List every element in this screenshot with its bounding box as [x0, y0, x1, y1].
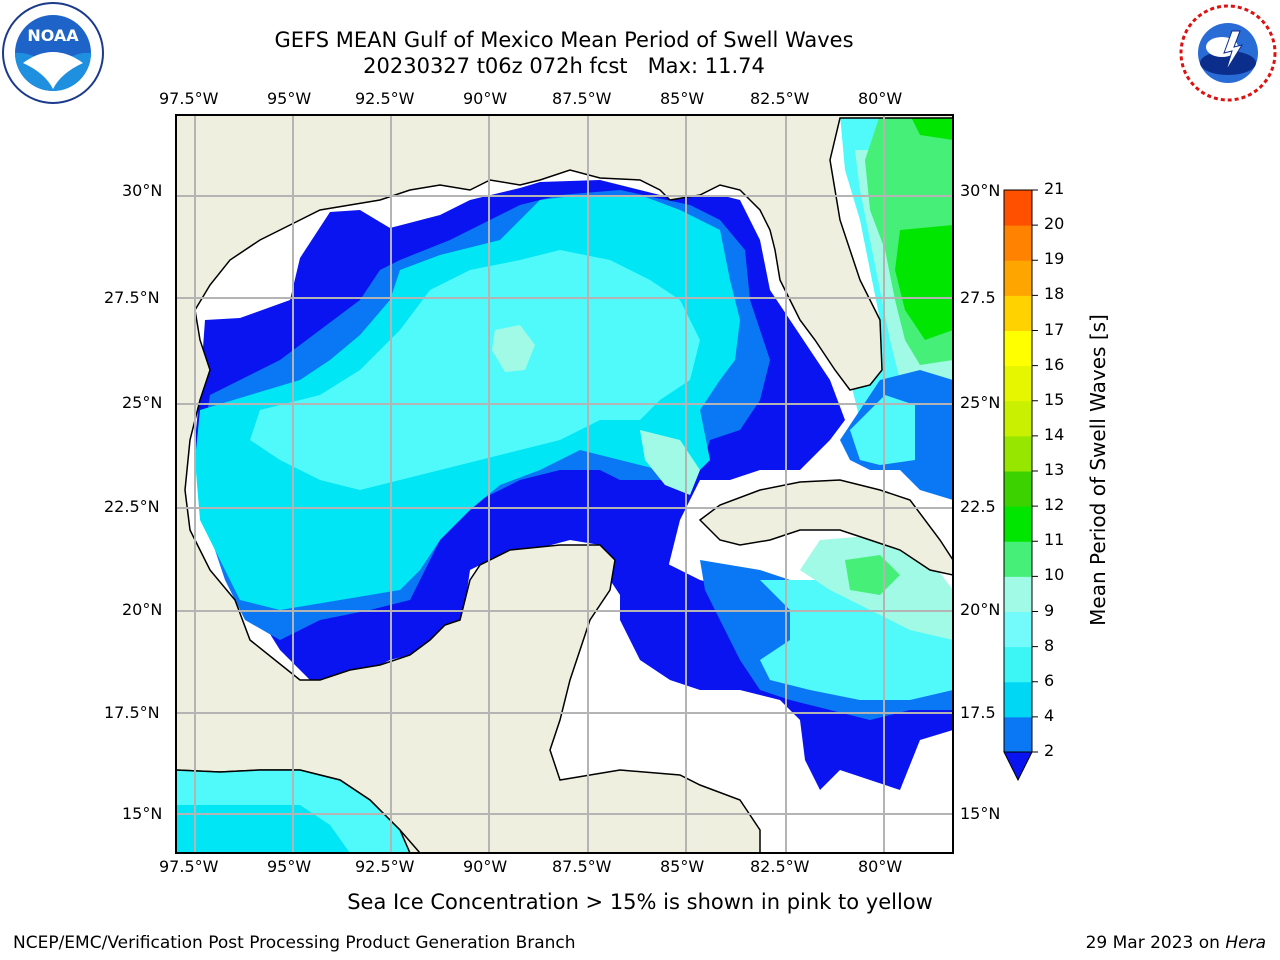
footer-date-text: 29 Mar 2023 on	[1085, 933, 1226, 953]
lon-label-top: 82.5°W	[750, 89, 810, 108]
map-frame	[175, 114, 954, 854]
lon-label-top: 80°W	[858, 89, 903, 108]
lat-label-left: 17.5°N	[104, 703, 160, 722]
lat-label-right: 27.5	[960, 288, 996, 307]
sea-ice-note: Sea Ice Concentration > 15% is shown in …	[347, 890, 933, 914]
lon-label-bottom: 82.5°W	[750, 857, 810, 876]
colorbar-tick-label: 15	[1044, 389, 1065, 409]
lon-label-top: 90°W	[463, 89, 508, 108]
lat-label-right: 15°N	[960, 804, 1001, 823]
colorbar-tick-label: 10	[1044, 565, 1065, 585]
noaa-logo: NOAA	[2, 2, 104, 104]
lon-label-bottom: 85°W	[660, 857, 705, 876]
lat-label-right: 25°N	[960, 393, 1001, 412]
colorbar-tick-label: 20	[1044, 214, 1065, 234]
colorbar-tick-label: 17	[1044, 319, 1065, 339]
lat-label-right: 20°N	[960, 600, 1001, 619]
lon-label-top: 85°W	[660, 89, 705, 108]
colorbar-tick-label: 12	[1044, 495, 1065, 515]
footer-date: 29 Mar 2023 on Hera	[1086, 933, 1266, 953]
lat-label-right: 17.5	[960, 703, 996, 722]
lat-label-left: 25°N	[122, 393, 163, 412]
colorbar-tick-label: 4	[1044, 705, 1055, 725]
atlantic-swell-region	[910, 115, 953, 140]
lon-label-bottom: 87.5°W	[552, 857, 612, 876]
bahamas-swell-region	[850, 395, 915, 465]
colorbar-tick-label: 14	[1044, 424, 1065, 444]
pacific-ocean-corner	[176, 805, 350, 853]
map-title-line-2: 20230327 t06z 072h fcst Max: 11.74	[363, 54, 765, 78]
colorbar-tick-label: 19	[1044, 249, 1065, 269]
colorbar-tick-label: 16	[1044, 354, 1065, 374]
colorbar-tick-label: 18	[1044, 284, 1065, 304]
lon-label-top: 97.5°W	[159, 89, 219, 108]
lon-label-bottom: 92.5°W	[355, 857, 415, 876]
lat-label-right: 22.5	[960, 497, 996, 516]
colorbar-tick-label: 6	[1044, 670, 1055, 690]
atlantic-swell-region	[895, 225, 953, 340]
lon-label-top: 87.5°W	[552, 89, 612, 108]
nws-logo	[1179, 4, 1277, 102]
colorbar-tick-label: 21	[1044, 179, 1065, 198]
graticule	[176, 115, 953, 853]
footer-credit: NCEP/EMC/Verification Post Processing Pr…	[13, 933, 576, 953]
lon-label-bottom: 80°W	[858, 857, 903, 876]
lon-label-top: 92.5°W	[355, 89, 415, 108]
lat-label-left: 15°N	[122, 804, 163, 823]
svg-text:NOAA: NOAA	[27, 26, 79, 45]
colorbar-tick-label: 8	[1044, 635, 1055, 655]
colorbar-tick-label: 9	[1044, 600, 1055, 620]
lat-label-left: 30°N	[122, 181, 163, 200]
lon-label-bottom: 90°W	[463, 857, 508, 876]
lat-label-left: 20°N	[122, 600, 163, 619]
lat-label-right: 30°N	[960, 181, 1001, 200]
lon-label-top: 95°W	[267, 89, 312, 108]
caribbean-swell-region	[845, 555, 900, 595]
map-title-line-1: GEFS MEAN Gulf of Mexico Mean Period of …	[274, 28, 854, 52]
lat-label-left: 27.5°N	[104, 288, 160, 307]
lat-label-left: 22.5°N	[104, 497, 160, 516]
colorbar-tick-label: 11	[1044, 530, 1065, 550]
lon-label-bottom: 97.5°W	[159, 857, 219, 876]
lon-label-bottom: 95°W	[267, 857, 312, 876]
swell-9-10s-pocket	[492, 325, 535, 372]
land-cuba	[698, 479, 953, 576]
colorbar-tick-label: 2	[1044, 741, 1055, 760]
colorbar-label: Mean Period of Swell Waves [s]	[1086, 314, 1110, 626]
footer-host: Hera	[1225, 933, 1266, 953]
colorbar-tick-label: 13	[1044, 460, 1065, 479]
